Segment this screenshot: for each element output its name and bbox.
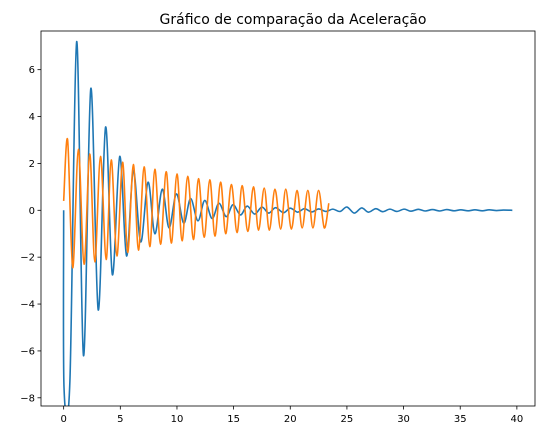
x-tick-label: 35 xyxy=(454,414,467,425)
y-tick-label: 6 xyxy=(29,65,35,76)
x-tick-label: 0 xyxy=(60,414,66,425)
x-tick-label: 5 xyxy=(117,414,123,425)
y-tick-label: −4 xyxy=(20,300,35,311)
x-tick-label: 15 xyxy=(227,414,240,425)
y-tick-label: −8 xyxy=(20,393,35,404)
y-tick-label: 4 xyxy=(29,112,35,123)
y-tick-label: 2 xyxy=(29,159,35,170)
axes-layer: 0 5 10 15 20 25 30 35 40 −8 −6 −4 −2 0 2 4 6 xyxy=(20,65,523,425)
x-tick-label: 10 xyxy=(171,414,184,425)
x-tick-label: 25 xyxy=(341,414,354,425)
x-tick-label: 20 xyxy=(284,414,297,425)
x-tick-label: 30 xyxy=(397,414,410,425)
y-tick-label: 0 xyxy=(29,206,35,217)
series-line-1 xyxy=(62,40,513,406)
series-layer xyxy=(62,40,513,406)
y-tick-label: −6 xyxy=(20,346,35,357)
x-tick-label: 40 xyxy=(511,414,524,425)
chart-title: Gráfico de comparação da Aceleração xyxy=(160,12,427,28)
series-line-2 xyxy=(62,137,330,269)
plot-frame xyxy=(40,30,536,407)
y-tick-label: −2 xyxy=(20,253,35,264)
